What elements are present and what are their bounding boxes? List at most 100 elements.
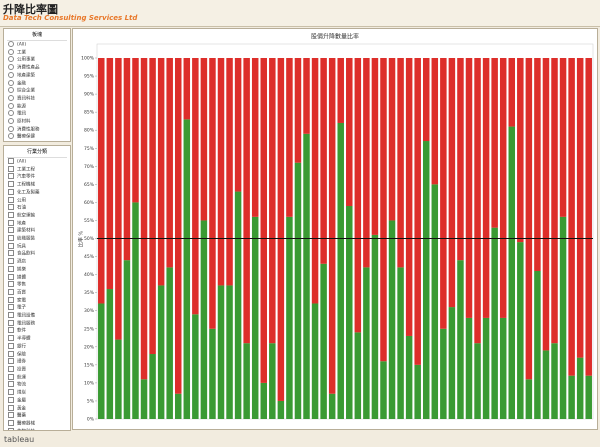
filter-option[interactable]: 娛樂: [4, 266, 70, 274]
bar-segment: [200, 58, 208, 221]
filter-option[interactable]: 地產建築: [4, 72, 70, 80]
bar-segment: [174, 58, 182, 394]
filter-option[interactable]: 航空運輸: [4, 212, 70, 220]
filter-option[interactable]: 生物科技: [4, 428, 70, 430]
filter-option[interactable]: 半導體: [4, 335, 70, 343]
bar-segment: [431, 58, 439, 185]
y-tick-label: 25%: [84, 326, 95, 332]
filter-option[interactable]: 證券: [4, 358, 70, 366]
bar-segment: [414, 58, 421, 365]
filter-option[interactable]: 食品飲料: [4, 250, 70, 258]
filter-option[interactable]: 電訊: [4, 110, 70, 118]
filter-option[interactable]: 工業: [4, 49, 70, 57]
bar-segment: [363, 58, 370, 268]
bar-segment: [465, 317, 473, 419]
filter-option[interactable]: 零售: [4, 281, 70, 289]
bar-segment: [234, 191, 242, 419]
filter-option[interactable]: 能源: [4, 103, 70, 111]
bar-segment: [294, 58, 302, 163]
bar-segment: [499, 317, 507, 419]
filter-option[interactable]: 玩具: [4, 243, 70, 251]
filter-option[interactable]: 軟件: [4, 327, 70, 335]
bar-segment: [132, 202, 139, 419]
bar-segment: [534, 58, 541, 271]
y-axis-label: 比率 %: [78, 231, 85, 248]
bar-segment: [286, 58, 293, 217]
bar-segment: [192, 58, 199, 315]
bar-segment: [576, 357, 584, 419]
y-tick-label: 70%: [84, 164, 95, 170]
bar-segment: [525, 379, 533, 419]
filter-option[interactable]: 金融: [4, 80, 70, 88]
bar-segment: [508, 126, 516, 419]
filter-option[interactable]: 保險: [4, 351, 70, 359]
filter-option[interactable]: 酒店: [4, 258, 70, 266]
filter-option[interactable]: 公用事業: [4, 56, 70, 64]
bar-segment: [217, 285, 225, 419]
bar-segment: [422, 58, 430, 142]
bar-segment: [123, 58, 131, 261]
bar-segment: [269, 343, 276, 419]
bar-segment: [542, 350, 550, 419]
y-tick-label: 75%: [84, 146, 95, 152]
bar-segment: [517, 242, 524, 419]
bar-segment: [328, 393, 336, 419]
title: 升降比率圖: [3, 3, 58, 16]
filter-option[interactable]: 銀行: [4, 343, 70, 351]
filter-option[interactable]: 醫療器械: [4, 420, 70, 428]
bar-segment: [226, 58, 233, 286]
bar-segment: [234, 58, 242, 192]
filter-option[interactable]: 紡織服裝: [4, 235, 70, 243]
y-tick-label: 90%: [84, 92, 95, 98]
footer-logo: tableau: [4, 435, 35, 444]
bar-segment: [551, 58, 558, 344]
filter-option[interactable]: 物流: [4, 381, 70, 389]
filter-option[interactable]: 黃金: [4, 405, 70, 413]
bar-segment: [311, 58, 319, 304]
bar-segment: [106, 289, 114, 419]
bar-segment: [294, 162, 302, 419]
bar-segment: [354, 58, 362, 333]
bar-segment: [474, 343, 481, 419]
filter-option[interactable]: 消費性產品: [4, 64, 70, 72]
filter-option[interactable]: 地產: [4, 220, 70, 228]
filter-option[interactable]: 電子: [4, 304, 70, 312]
filter-option[interactable]: 原材料: [4, 118, 70, 126]
bar-segment: [405, 58, 413, 336]
filter-option[interactable]: 公用: [4, 197, 70, 205]
filter-option[interactable]: 百貨: [4, 289, 70, 297]
filter-option[interactable]: 資訊科技: [4, 95, 70, 103]
bar-segment: [243, 58, 250, 344]
filter-option[interactable]: (All): [4, 158, 70, 166]
filter-option[interactable]: 電訊設備: [4, 312, 70, 320]
bar-segment: [499, 58, 507, 318]
filter-option[interactable]: 石油: [4, 204, 70, 212]
filter-option[interactable]: 消費性服務: [4, 126, 70, 134]
bar-segment: [491, 58, 498, 228]
filter-option[interactable]: 醫療保健: [4, 133, 70, 141]
filter-option[interactable]: 醫藥: [4, 412, 70, 420]
filter-option[interactable]: 電訊服務: [4, 320, 70, 328]
bar-segment: [303, 133, 310, 419]
bar-segment: [585, 375, 592, 419]
filter-option[interactable]: 汽車零件: [4, 173, 70, 181]
bar-segment: [209, 58, 216, 329]
filter-option[interactable]: 化工及製藥: [4, 189, 70, 197]
filter-option[interactable]: 媒體: [4, 274, 70, 282]
filter-option[interactable]: 航運: [4, 374, 70, 382]
bar-segment: [277, 58, 285, 401]
filter-option[interactable]: 工業工程: [4, 166, 70, 174]
filter-option[interactable]: 工程機械: [4, 181, 70, 189]
filter-option[interactable]: 家電: [4, 297, 70, 305]
filter-option[interactable]: 綜合企業: [4, 87, 70, 95]
filter-option[interactable]: 建築材料: [4, 227, 70, 235]
filter-option[interactable]: (All): [4, 41, 70, 49]
bar-segment: [380, 361, 387, 419]
bar-segment: [320, 263, 327, 419]
filter-option[interactable]: 煤炭: [4, 389, 70, 397]
filter-option[interactable]: 金屬: [4, 397, 70, 405]
bar-segment: [568, 58, 575, 376]
filter-option[interactable]: 投資: [4, 366, 70, 374]
bar-segment: [209, 328, 216, 419]
bar-segment: [183, 58, 191, 120]
